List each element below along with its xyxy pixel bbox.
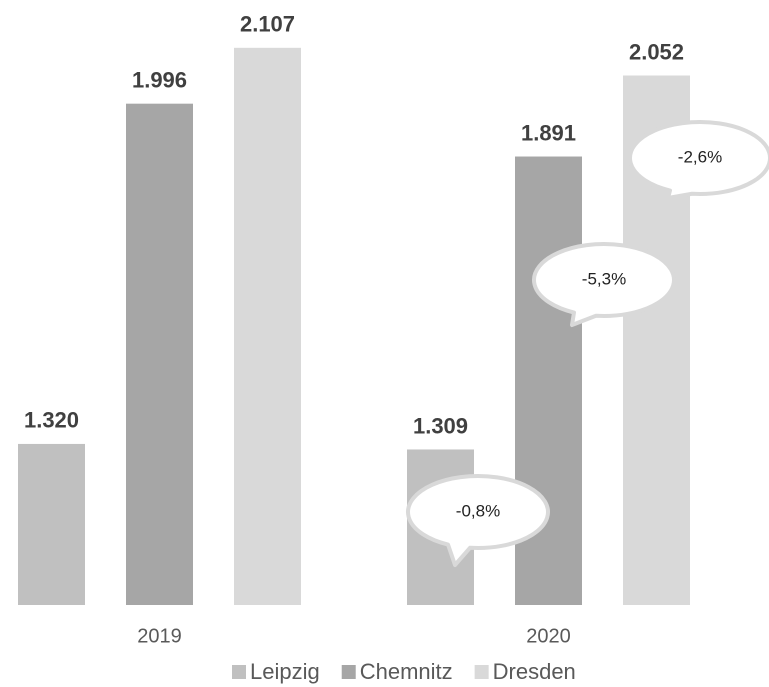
speech-bubble bbox=[406, 474, 550, 567]
legend-swatch bbox=[474, 665, 489, 679]
value-label: 2.107 bbox=[240, 12, 295, 37]
bar bbox=[234, 47, 301, 606]
legend-label: Leipzig bbox=[250, 659, 320, 684]
value-label: 1.891 bbox=[521, 120, 576, 145]
legend-swatch bbox=[341, 665, 356, 679]
annotation: -5,3% bbox=[582, 269, 626, 288]
x-tick-label: 2020 bbox=[526, 625, 571, 647]
value-label: 1.996 bbox=[132, 67, 187, 92]
annotation: -2,6% bbox=[678, 147, 722, 166]
speech-bubble bbox=[532, 242, 676, 327]
legend-label: Dresden bbox=[493, 659, 576, 684]
x-tick-label: 2019 bbox=[137, 625, 182, 647]
bar bbox=[18, 443, 85, 605]
value-label: 2.052 bbox=[629, 39, 684, 64]
bar bbox=[126, 103, 193, 606]
value-label: 1.309 bbox=[413, 413, 468, 438]
legend-swatch bbox=[232, 665, 246, 679]
annotation: -0,8% bbox=[456, 501, 500, 520]
value-label: 1.320 bbox=[24, 408, 79, 433]
speech-bubble bbox=[628, 120, 769, 200]
legend-label: Chemnitz bbox=[360, 659, 453, 684]
